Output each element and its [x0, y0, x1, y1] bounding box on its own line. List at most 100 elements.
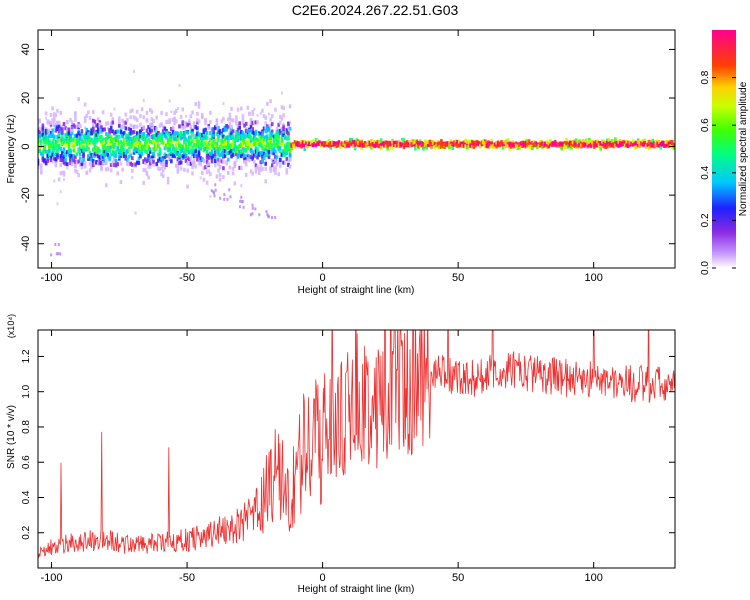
heatmap-cell [189, 129, 193, 134]
heatmap-cell [69, 134, 72, 139]
heatmap-cell [205, 135, 209, 140]
heatmap-cell [618, 141, 622, 146]
heatmap-cell [251, 130, 254, 135]
heatmap-cell [209, 154, 212, 159]
heatmap-cell [121, 118, 124, 123]
heatmap-cell [464, 138, 468, 143]
heatmap-cell [389, 142, 393, 147]
heatmap-cell [300, 139, 303, 144]
heatmap-cell [283, 145, 287, 150]
heatmap-cell [148, 128, 152, 133]
heatmap-cell [184, 149, 188, 154]
heatmap-cell [646, 144, 650, 149]
heatmap-cell [223, 143, 227, 148]
heatmap-cell [65, 139, 69, 144]
heatmap-cell [199, 156, 202, 161]
heatmap-cell [54, 243, 57, 247]
heatmap-cell [614, 140, 617, 145]
heatmap-cell [96, 137, 100, 142]
heatmap-cell [249, 213, 252, 217]
heatmap-cell [171, 135, 174, 139]
heatmap-cell [142, 180, 146, 185]
heatmap-cell [576, 140, 580, 145]
heatmap-cell [187, 150, 191, 155]
heatmap-cell [316, 138, 320, 143]
heatmap-cell [233, 164, 237, 169]
heatmap-cell [109, 135, 113, 140]
heatmap-cell [54, 161, 58, 166]
heatmap-cell [300, 144, 303, 149]
heatmap-cell [266, 139, 269, 144]
heatmap-cell [186, 139, 189, 144]
heatmap-cell [139, 113, 142, 118]
heatmap-cell [376, 143, 380, 148]
heatmap-cell [122, 142, 126, 147]
heatmap-cell [270, 158, 274, 163]
heatmap-cell [153, 136, 157, 141]
heatmap-cell [77, 137, 80, 142]
heatmap-cell [220, 133, 224, 138]
heatmap-cell [267, 137, 271, 142]
heatmap-cell [108, 148, 111, 153]
heatmap-cell [93, 140, 97, 145]
heatmap-cell [296, 143, 300, 148]
heatmap-cell [109, 138, 113, 143]
heatmap-cell [163, 146, 167, 151]
heatmap-cell [191, 151, 194, 156]
heatmap-cell [389, 144, 393, 149]
heatmap-cell [327, 142, 331, 147]
heatmap-cell [425, 145, 429, 150]
heatmap-cell [226, 157, 230, 162]
heatmap-cell [222, 140, 225, 145]
heatmap-cell [93, 148, 97, 153]
heatmap-cell [446, 142, 450, 147]
heatmap-cell [231, 118, 235, 123]
heatmap-cell [251, 171, 254, 176]
heatmap-cell [345, 142, 349, 147]
heatmap-cell [145, 118, 149, 123]
heatmap-cell [239, 154, 243, 159]
heatmap-cell [379, 145, 383, 150]
heatmap-cell [257, 142, 261, 147]
heatmap-cell [101, 127, 105, 132]
heatmap-cell [428, 143, 432, 148]
heatmap-cell [161, 160, 165, 165]
heatmap-cell [131, 108, 134, 113]
heatmap-cell [189, 141, 193, 146]
heatmap-cell [197, 161, 201, 166]
heatmap-cell [256, 150, 259, 155]
heatmap-cell [74, 133, 77, 138]
heatmap-cell [270, 132, 274, 137]
heatmap-cell [52, 156, 56, 161]
heatmap-cell [93, 151, 97, 156]
heatmap-cell [563, 140, 567, 145]
heatmap-cell [83, 164, 87, 169]
heatmap-cell [249, 149, 253, 154]
heatmap-cell [88, 168, 92, 173]
heatmap-cell [274, 136, 277, 141]
heatmap-cell [189, 161, 193, 166]
heatmap-cell [106, 126, 109, 130]
heatmap-cell [121, 143, 124, 148]
heatmap-cell [134, 142, 137, 147]
heatmap-cell [100, 129, 103, 134]
heatmap-cell [74, 159, 77, 164]
heatmap-cell [48, 153, 51, 158]
heatmap-cell [235, 149, 238, 154]
heatmap-cell [279, 141, 282, 146]
heatmap-cell [67, 139, 71, 144]
heatmap-cell [275, 155, 279, 160]
heatmap-cell [171, 125, 175, 130]
heatmap-cell [228, 136, 232, 141]
heatmap-cell [651, 138, 655, 143]
heatmap-cell [217, 147, 220, 152]
heatmap-cell [150, 155, 154, 160]
heatmap-cell [48, 148, 51, 153]
heatmap-cell [116, 171, 119, 176]
heatmap-cell [85, 140, 89, 145]
heatmap-cell [287, 136, 290, 141]
heatmap-cell [353, 139, 357, 144]
heatmap-cell [342, 141, 346, 146]
y-tick-label: 0.8 [21, 420, 32, 434]
